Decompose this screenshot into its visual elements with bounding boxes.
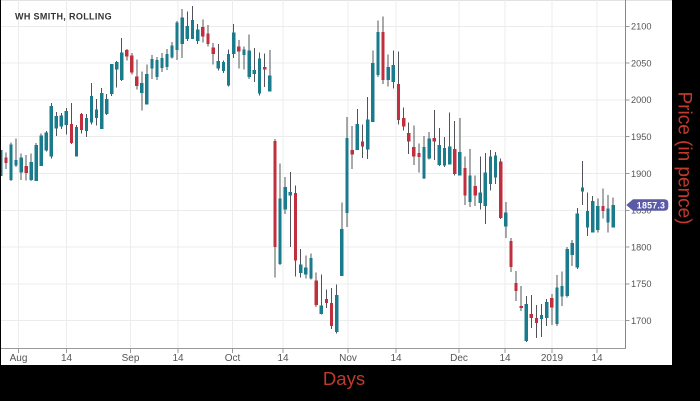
svg-text:2100: 2100 bbox=[631, 22, 651, 32]
svg-text:1750: 1750 bbox=[631, 279, 651, 289]
svg-text:Aug: Aug bbox=[10, 353, 28, 364]
svg-text:Days: Days bbox=[323, 368, 365, 389]
svg-text:1857.3: 1857.3 bbox=[637, 200, 665, 210]
svg-text:14: 14 bbox=[61, 353, 73, 364]
svg-text:1900: 1900 bbox=[631, 169, 651, 179]
svg-text:Sep: Sep bbox=[122, 353, 140, 364]
svg-text:14: 14 bbox=[172, 353, 184, 364]
svg-text:2000: 2000 bbox=[631, 95, 651, 105]
svg-text:14: 14 bbox=[591, 353, 603, 364]
svg-text:1700: 1700 bbox=[631, 316, 651, 326]
svg-text:Nov: Nov bbox=[339, 353, 357, 364]
svg-text:14: 14 bbox=[277, 353, 289, 364]
svg-text:1950: 1950 bbox=[631, 132, 651, 142]
svg-text:14: 14 bbox=[499, 353, 511, 364]
svg-text:Oct: Oct bbox=[225, 353, 241, 364]
svg-text:2050: 2050 bbox=[631, 58, 651, 68]
svg-text:Price (in pence): Price (in pence) bbox=[674, 91, 695, 224]
svg-text:14: 14 bbox=[390, 353, 402, 364]
svg-text:WH SMITH, ROLLING: WH SMITH, ROLLING bbox=[15, 11, 112, 21]
svg-text:2019: 2019 bbox=[541, 353, 564, 364]
svg-text:Dec: Dec bbox=[450, 353, 468, 364]
svg-text:1800: 1800 bbox=[631, 242, 651, 252]
